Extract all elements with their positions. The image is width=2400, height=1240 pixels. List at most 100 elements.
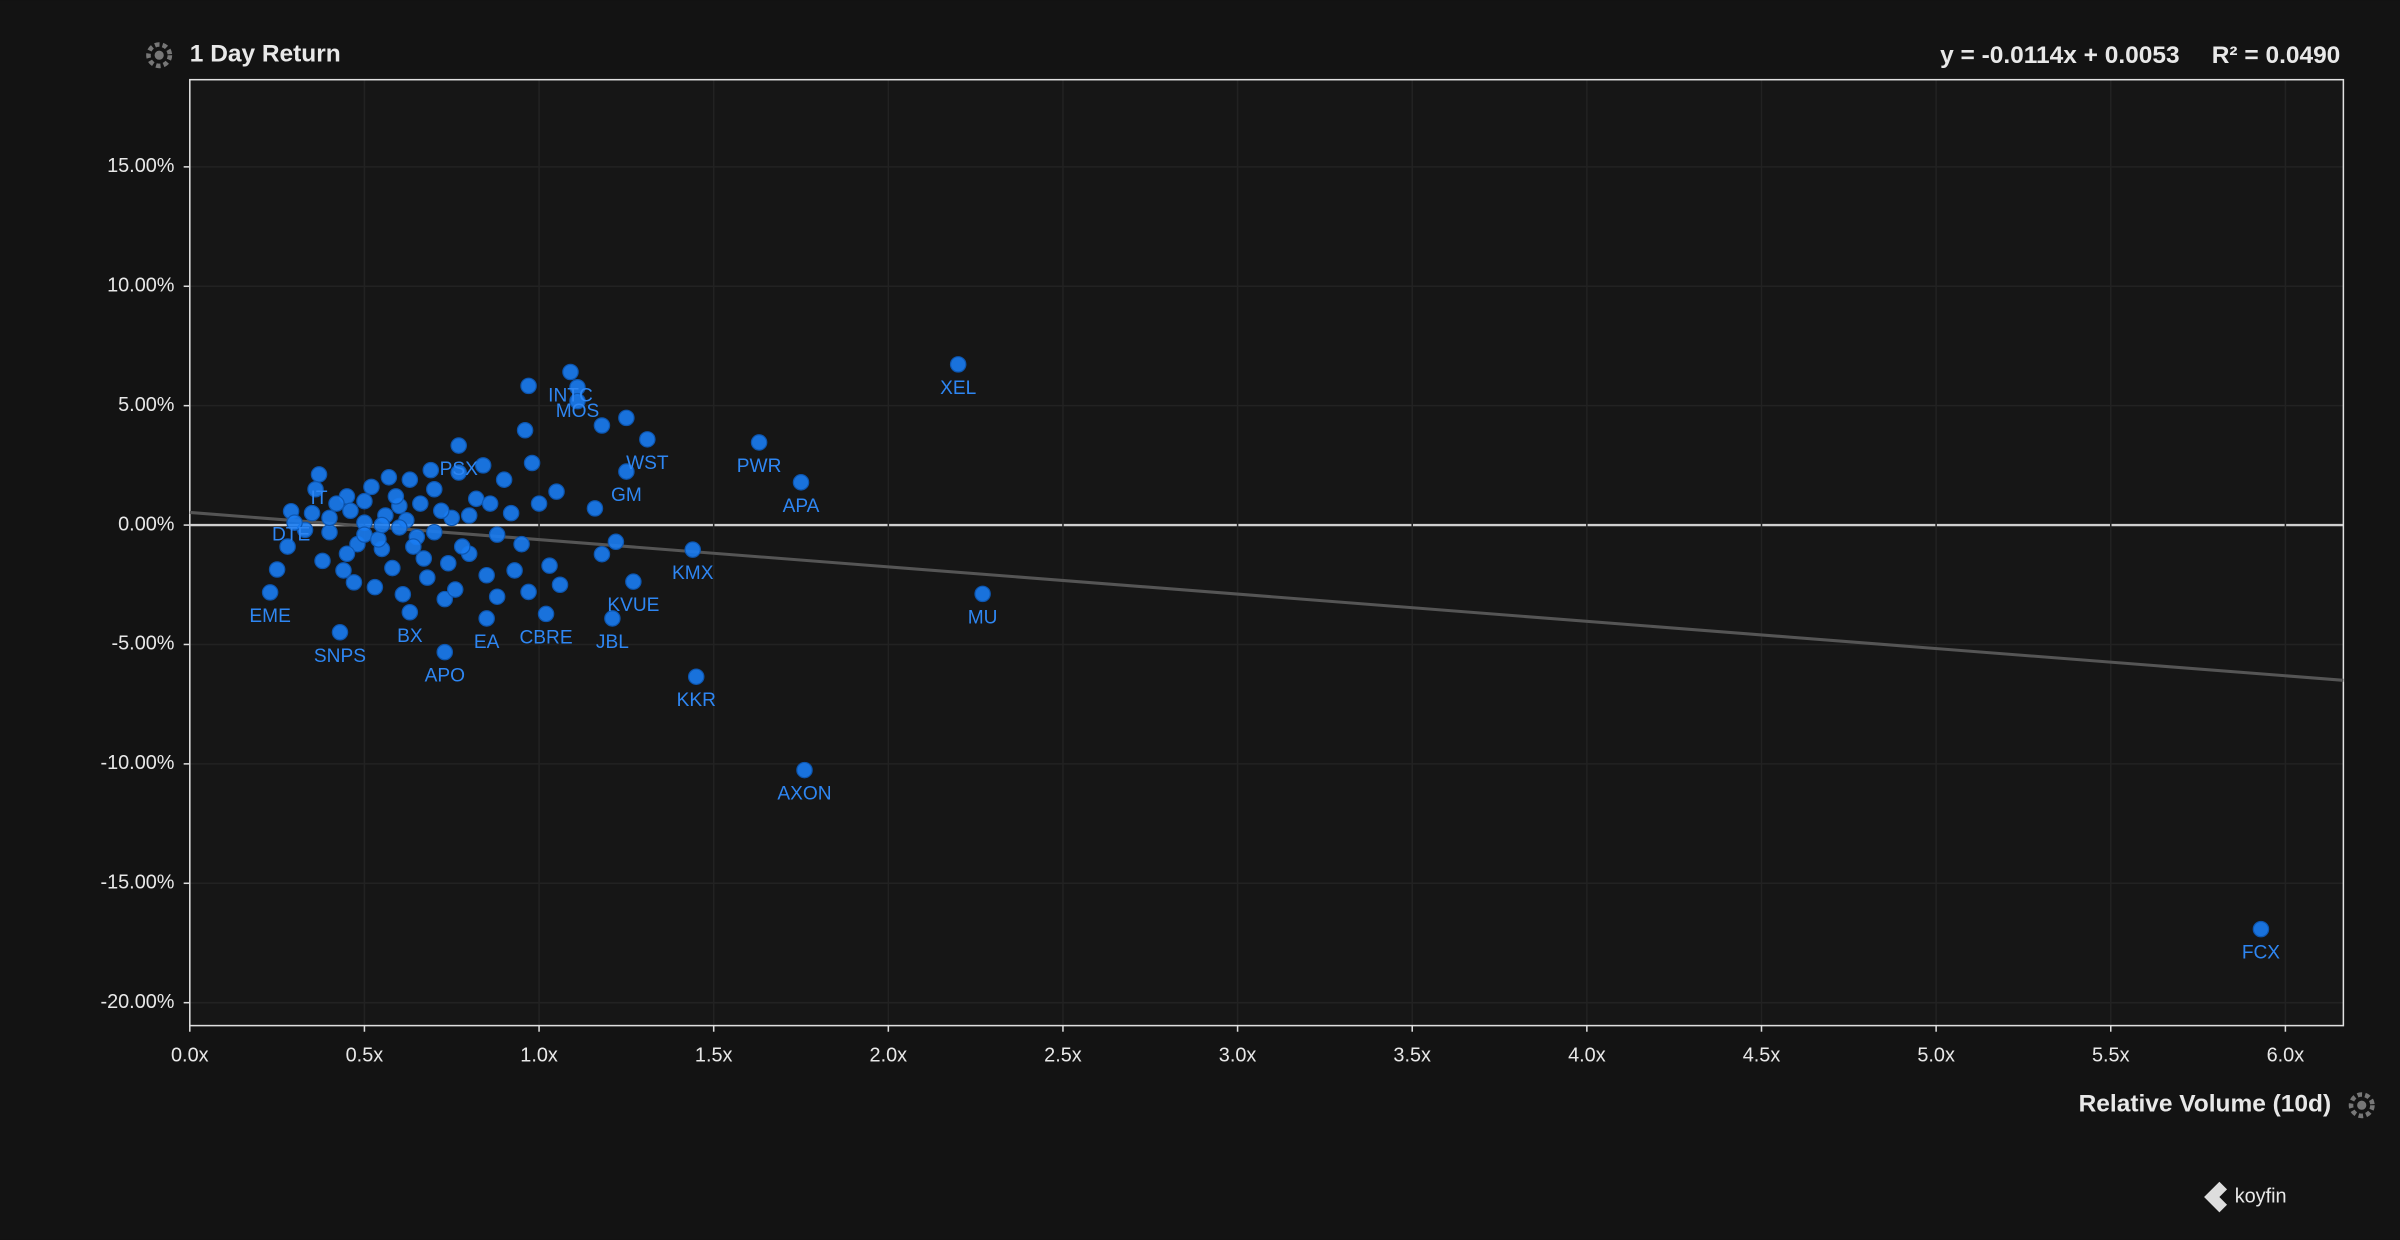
x-tick-label: 2.0x [870, 1044, 908, 1066]
point-label: XEL [940, 378, 976, 399]
scatter-point [439, 555, 457, 572]
scatter-point [328, 495, 345, 512]
point-label: JBL [596, 632, 629, 653]
x-tick-label: 6.0x [2267, 1044, 2305, 1066]
scatter-point [412, 495, 429, 512]
point-label: APO [425, 666, 465, 687]
scatter-point [321, 523, 338, 541]
scatter-point [363, 478, 380, 496]
scatter-point [335, 562, 352, 579]
x-tick-label: 0.5x [346, 1044, 384, 1066]
x-tick-label: 5.0x [1917, 1044, 1955, 1066]
settings-icon[interactable] [2348, 1092, 2375, 1119]
x-tick-label: 4.5x [1743, 1044, 1781, 1066]
point-label: GM [611, 485, 642, 506]
scatter-point [366, 578, 384, 596]
scatter-point [562, 363, 579, 381]
scatter-point [949, 356, 967, 373]
scatter-point [551, 576, 569, 594]
scatter-point [433, 502, 450, 520]
point-label: INTC [548, 386, 593, 407]
x-tick-label: 1.5x [695, 1044, 733, 1066]
scatter-point [303, 504, 321, 522]
y-tick-label: 15.00% [107, 155, 174, 177]
scatter-point [506, 562, 523, 579]
scatter-point [516, 421, 534, 439]
point-label: PWR [737, 456, 782, 477]
scatter-point [422, 461, 440, 479]
y-axis-title: 1 Day Return [190, 41, 341, 68]
point-label: FCX [2242, 943, 2280, 964]
scatter-point [450, 464, 467, 481]
point-label: MU [968, 607, 998, 628]
point-label: KMX [672, 563, 714, 584]
scatter-point [405, 538, 422, 555]
y-tick-label: -5.00% [112, 633, 175, 655]
scatter-point [356, 526, 373, 543]
scatter-point [279, 538, 296, 555]
scatter-point [356, 492, 373, 510]
scatter-point [467, 490, 485, 508]
point-label: PSX [440, 459, 479, 480]
scatter-point [548, 483, 565, 500]
scatter-point [450, 437, 467, 454]
scatter-point [684, 541, 702, 558]
brand-logo [2204, 1181, 2228, 1213]
y-tick-label: 5.00% [118, 394, 174, 416]
x-tick-label: 2.5x [1044, 1044, 1082, 1066]
scatter-point [415, 550, 433, 567]
scatter-point [338, 545, 356, 562]
point-label: CBRE [519, 627, 572, 648]
scatter-point [261, 584, 279, 601]
point-label: DTE [272, 525, 310, 546]
point-label: MOS [556, 401, 600, 422]
point-label: WST [626, 453, 669, 474]
y-tick-label: -15.00% [100, 872, 174, 894]
plot-border [189, 78, 2345, 1027]
scatter-point [488, 588, 506, 605]
scatter-point [974, 585, 991, 603]
scatter-point [314, 552, 331, 570]
scatter-point [625, 573, 642, 590]
scatter-point [331, 624, 349, 641]
scatter-point [419, 569, 436, 586]
point-label: KVUE [607, 595, 659, 616]
scatter-point [750, 434, 768, 451]
scatter-point [391, 519, 408, 536]
scatter-point [639, 431, 656, 448]
scatter-point [321, 509, 338, 527]
point-label: KKR [677, 690, 716, 711]
point-label: EA [474, 632, 500, 653]
y-tick-label: -10.00% [100, 752, 174, 774]
brand-name: koyfin [2235, 1185, 2287, 1207]
x-axis-title: Relative Volume (10d) [2079, 1091, 2331, 1118]
settings-icon[interactable] [146, 42, 173, 69]
scatter-point [478, 610, 495, 627]
scatter-point [307, 480, 324, 498]
scatter-point [604, 610, 621, 627]
scatter-point [446, 581, 464, 598]
scatter-point [370, 531, 387, 548]
scatter-point [537, 605, 555, 623]
scatter-point [401, 603, 419, 621]
y-tick-label: 10.00% [107, 275, 174, 297]
scatter-point [474, 457, 492, 474]
scatter-point [796, 761, 813, 779]
equation: y = -0.0114x + 0.0053 [1940, 42, 2179, 69]
point-label: EME [249, 606, 290, 627]
scatter-point [478, 566, 495, 584]
scatter-point [618, 409, 635, 427]
x-tick-label: 5.5x [2092, 1044, 2130, 1066]
scatter-point [453, 538, 471, 555]
scatter-point [401, 471, 419, 488]
scatter-point [310, 466, 328, 483]
scatter-point [523, 454, 541, 472]
scatter-point [569, 392, 586, 410]
scatter-point [687, 668, 705, 685]
point-label: APA [783, 496, 820, 517]
scatter-point [488, 526, 506, 543]
scatter-point [618, 463, 635, 480]
scatter-point [268, 561, 286, 578]
scatter-point [502, 504, 520, 522]
